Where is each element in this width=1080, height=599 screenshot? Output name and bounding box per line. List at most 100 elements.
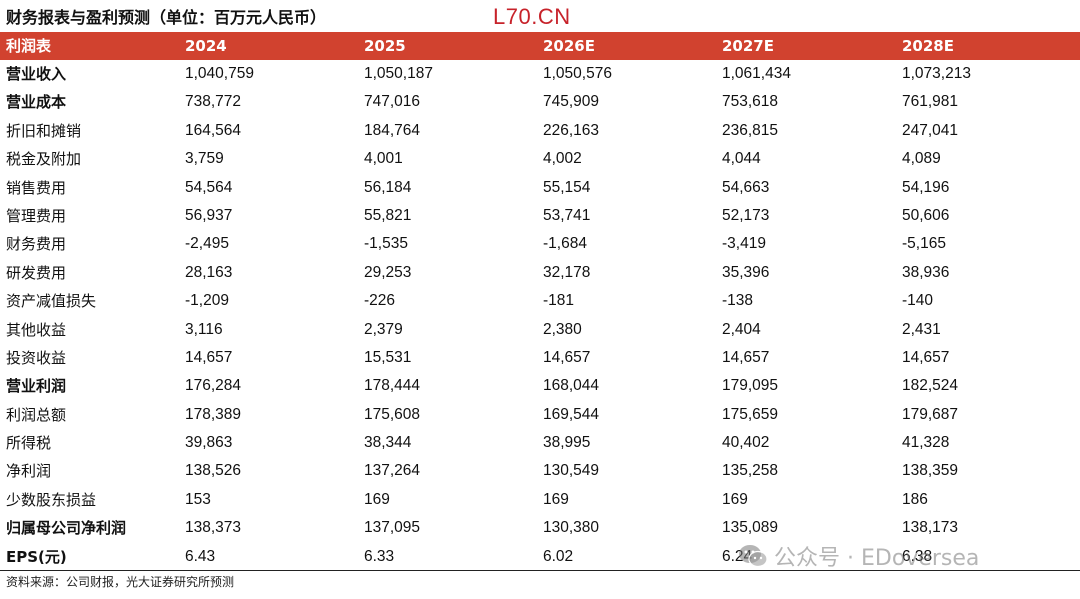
row-value: 14,657 [722, 348, 770, 366]
row-value: 2,380 [543, 320, 582, 338]
row-label: 管理费用 [6, 206, 67, 225]
row-value: -2,495 [185, 235, 229, 253]
row-label: 其他收益 [6, 320, 67, 339]
row-value: 4,089 [902, 150, 941, 168]
table-row: 其他收益 3,116 2,379 2,380 2,404 2,431 [0, 316, 1080, 344]
row-value: 1,040,759 [185, 65, 254, 82]
table-row: 少数股东损益 153 169 169 169 186 [0, 486, 1080, 514]
row-value: 184,764 [364, 121, 421, 139]
row-label: 财务费用 [6, 235, 67, 254]
row-value: 137,264 [364, 462, 421, 480]
row-value: 247,041 [902, 121, 959, 139]
watermark-bottom: 公众号 · EDoversea [738, 540, 979, 572]
row-value: 4,001 [364, 150, 403, 168]
row-value: 1,050,576 [543, 65, 612, 82]
row-value: 178,389 [185, 405, 242, 423]
row-value: 52,173 [722, 206, 770, 224]
row-label: 销售费用 [6, 178, 67, 197]
row-value: 182,524 [902, 377, 959, 395]
row-value: 169 [364, 490, 390, 508]
row-label: 营业成本 [6, 93, 67, 112]
row-value: 50,606 [902, 206, 950, 224]
row-value: 169 [543, 490, 569, 508]
row-value: 178,444 [364, 377, 421, 395]
row-value: 55,154 [543, 178, 591, 196]
row-value: 164,564 [185, 121, 242, 139]
bottom-rule [0, 570, 1080, 571]
table-row: 财务费用 -2,495 -1,535 -1,684 -3,419 -5,165 [0, 230, 1080, 258]
header-cell-2024: 2024 [185, 37, 227, 55]
row-value: 1,061,434 [722, 65, 791, 82]
table-row: 所得税 39,863 38,344 38,995 40,402 41,328 [0, 429, 1080, 457]
header-cell-label: 利润表 [6, 37, 52, 55]
row-value: 54,663 [722, 178, 770, 196]
row-value: 6.43 [185, 547, 216, 565]
row-value: -5,165 [902, 235, 946, 253]
header-cell-2027e: 2027E [722, 37, 774, 55]
row-value: 169 [722, 490, 748, 508]
row-value: 38,936 [902, 263, 950, 281]
row-value: 738,772 [185, 93, 242, 111]
table-row: EPS(元) 6.43 6.33 6.02 6.24 6.38 [0, 543, 1080, 571]
row-value: 28,163 [185, 263, 233, 281]
row-value: 40,402 [722, 434, 770, 452]
row-value: 138,526 [185, 462, 242, 480]
row-value: 14,657 [902, 348, 950, 366]
row-value: 32,178 [543, 263, 591, 281]
table-row: 折旧和摊销 164,564 184,764 226,163 236,815 247,041 [0, 117, 1080, 145]
row-value: 135,089 [722, 519, 779, 537]
row-value: 186 [902, 490, 928, 508]
row-value: 179,095 [722, 377, 779, 395]
table-row: 研发费用 28,163 29,253 32,178 35,396 38,936 [0, 259, 1080, 287]
row-value: 29,253 [364, 263, 412, 281]
table-row: 归属母公司净利润 138,373 137,095 130,380 135,089 138,… [0, 514, 1080, 542]
header-cell-2026e: 2026E [543, 37, 595, 55]
row-value: 753,618 [722, 93, 779, 111]
row-value: 54,196 [902, 178, 950, 196]
row-value: 137,095 [364, 519, 421, 537]
page-title: 财务报表与盈利预测（单位：百万元人民币） [6, 8, 327, 27]
row-label: 归属母公司净利润 [6, 519, 127, 538]
row-value: -138 [722, 292, 754, 310]
row-value: -1,535 [364, 235, 408, 253]
row-value: 35,396 [722, 263, 770, 281]
row-value: 15,531 [364, 348, 412, 366]
row-value: 14,657 [543, 348, 591, 366]
row-value: 1,073,213 [902, 65, 971, 82]
row-value: 130,549 [543, 462, 600, 480]
watermark-top: L70.CN [493, 4, 571, 29]
header-cell-2025: 2025 [364, 37, 406, 55]
row-label: EPS(元) [6, 547, 67, 566]
header-cell-2028e: 2028E [902, 37, 954, 55]
row-value: 6.02 [543, 547, 574, 565]
row-value: -3,419 [722, 235, 766, 253]
row-value: 39,863 [185, 434, 233, 452]
row-value: 54,564 [185, 178, 233, 196]
row-label: 营业利润 [6, 377, 67, 396]
row-value: 179,687 [902, 405, 959, 423]
row-value: 169,544 [543, 405, 600, 423]
row-value: 153 [185, 490, 211, 508]
row-label: 少数股东损益 [6, 490, 97, 509]
row-value: -226 [364, 292, 396, 310]
row-value: 175,659 [722, 405, 779, 423]
row-value: 53,741 [543, 206, 591, 224]
row-value: -140 [902, 292, 934, 310]
row-label: 利润总额 [6, 405, 67, 424]
row-value: 236,815 [722, 121, 779, 139]
row-value: 56,184 [364, 178, 412, 196]
row-value: 761,981 [902, 93, 959, 111]
row-value: 745,909 [543, 93, 600, 111]
table-body: 营业收入 1,040,759 1,050,187 1,050,576 1,061,434… [0, 60, 1080, 571]
table-row: 销售费用 54,564 56,184 55,154 54,663 54,196 [0, 174, 1080, 202]
row-value: 41,328 [902, 434, 950, 452]
row-label: 资产减值损失 [6, 292, 97, 311]
table-row: 净利润 138,526 137,264 130,549 135,258 138,359 [0, 457, 1080, 485]
row-value: 38,995 [543, 434, 591, 452]
table-row: 资产减值损失 -1,209 -226 -181 -138 -140 [0, 287, 1080, 315]
row-value: 176,284 [185, 377, 242, 395]
row-label: 研发费用 [6, 263, 67, 282]
watermark-bottom-text: 公众号 · EDoversea [774, 546, 980, 571]
row-value: 226,163 [543, 121, 600, 139]
row-label: 投资收益 [6, 348, 67, 367]
